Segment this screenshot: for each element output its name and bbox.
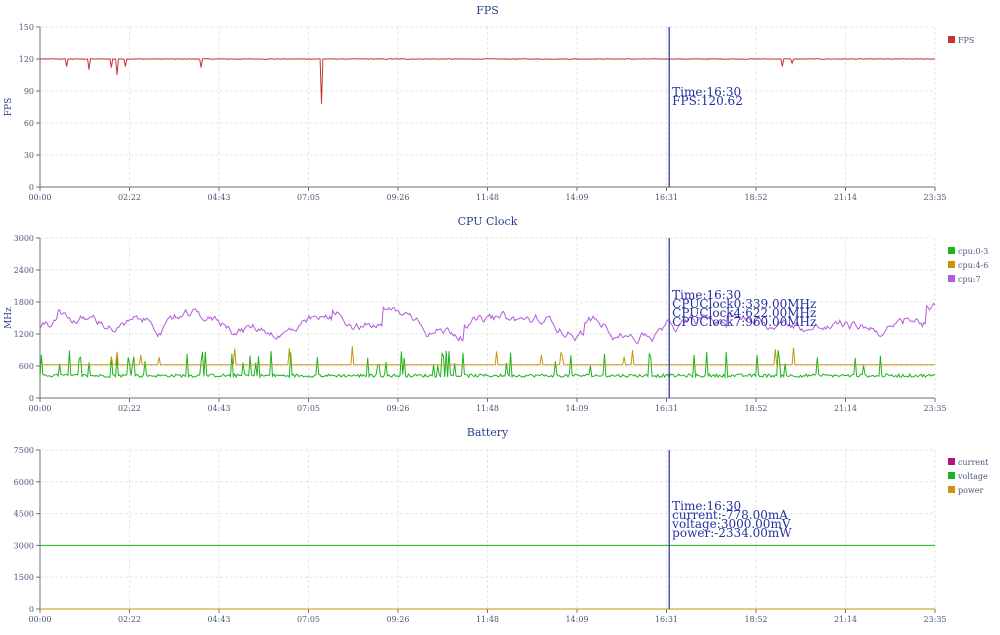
x-tick-label: 07:05	[297, 615, 320, 624]
chart-title: FPS	[476, 4, 499, 17]
x-tick-label: 11:48	[476, 193, 499, 202]
x-tick-label: 14:09	[565, 615, 588, 624]
x-tick-label: 00:00	[28, 404, 51, 413]
y-tick-label: 3000	[14, 541, 34, 550]
x-tick-label: 18:52	[744, 193, 767, 202]
legend-label: FPS	[958, 36, 974, 45]
series-line-cpu:0-3	[39, 350, 936, 380]
legend-label: voltage	[957, 472, 988, 481]
y-tick-label: 2400	[14, 266, 34, 275]
x-tick-label: 02:22	[118, 404, 141, 413]
y-tick-label: 120	[19, 55, 34, 64]
x-tick-label: 23:35	[923, 615, 946, 624]
x-tick-label: 09:26	[386, 193, 409, 202]
y-axis-label: MHz	[4, 307, 14, 329]
y-tick-label: 0	[29, 605, 34, 614]
y-tick-label: 6000	[14, 478, 34, 487]
y-tick-label: 1800	[14, 298, 34, 307]
x-tick-label: 09:26	[386, 615, 409, 624]
x-tick-label: 04:43	[207, 193, 230, 202]
legend-swatch	[948, 275, 955, 282]
y-tick-label: 0	[29, 183, 34, 192]
legend-swatch	[948, 472, 955, 479]
y-axis-label: FPS	[4, 98, 14, 116]
x-tick-label: 16:31	[655, 615, 678, 624]
x-tick-label: 02:22	[118, 193, 141, 202]
y-tick-label: 60	[24, 119, 34, 128]
x-tick-label: 14:09	[565, 404, 588, 413]
y-tick-label: 0	[29, 394, 34, 403]
legend-label: cpu:0-3	[958, 247, 988, 256]
cursor-readout: FPS:120.62	[672, 94, 743, 108]
cursor-readout: power:-2334.00mW	[672, 526, 792, 540]
chart-title: Battery	[467, 426, 509, 439]
cursor-readout: CPUClock4:622.00MHz	[672, 306, 816, 320]
x-tick-label: 07:05	[297, 404, 320, 413]
chart-2: Battery 0 1500 3000 4500 6000 7500 00:00 02:22 04…	[14, 426, 990, 624]
x-tick-label: 00:00	[28, 615, 51, 624]
x-tick-label: 21:14	[834, 193, 857, 202]
x-tick-label: 21:14	[834, 404, 857, 413]
y-tick-label: 1500	[14, 573, 34, 582]
legend-swatch	[948, 458, 955, 465]
x-tick-label: 07:05	[297, 193, 320, 202]
legend-label: cpu:4-6	[958, 261, 988, 270]
x-tick-label: 04:43	[207, 404, 230, 413]
x-tick-label: 09:26	[386, 404, 409, 413]
y-tick-label: 150	[19, 23, 34, 32]
x-tick-label: 23:35	[923, 193, 946, 202]
x-tick-label: 18:52	[744, 615, 767, 624]
series-line-cpu:4-6	[40, 346, 935, 366]
x-tick-label: 02:22	[118, 615, 141, 624]
legend-swatch	[948, 36, 955, 43]
x-tick-label: 16:31	[655, 404, 678, 413]
chart-title: CPU Clock	[458, 215, 518, 228]
cursor-readout: Time:16:30	[672, 499, 741, 513]
series-line-cpu:7	[39, 302, 936, 344]
x-tick-label: 18:52	[744, 404, 767, 413]
legend-label: current	[958, 458, 989, 467]
y-tick-label: 7500	[14, 446, 34, 455]
cursor-readout: current:-778.00mA	[672, 508, 788, 522]
cursor-readout: CPUClock0:339.00MHz	[672, 297, 816, 311]
y-tick-label: 30	[24, 151, 34, 160]
y-tick-label: 90	[24, 87, 34, 96]
y-tick-label: 1200	[14, 330, 34, 339]
chart-1: CPU Clock MHz 0 600 1200 1800 2400 3000 00:00 02:…	[4, 215, 988, 413]
x-tick-label: 00:00	[28, 193, 51, 202]
x-tick-label: 11:48	[476, 615, 499, 624]
series-line-FPS	[39, 58, 936, 104]
cursor-readout: Time:16:30	[672, 85, 741, 99]
cursor-readout: Time:16:30	[672, 288, 741, 302]
legend-swatch	[948, 486, 955, 493]
cursor-readout: CPUClock7:960.00MHz	[672, 315, 816, 329]
y-tick-label: 600	[19, 362, 34, 371]
y-tick-label: 3000	[14, 234, 34, 243]
chart-0: FPS FPS 0 30 60 90 120 150 00:00 02:22 04:43 07:05 0…	[4, 4, 974, 202]
legend-swatch	[948, 247, 955, 254]
x-tick-label: 21:14	[834, 615, 857, 624]
legend-swatch	[948, 261, 955, 268]
cursor-readout: voltage:3000.00mV	[671, 517, 791, 531]
x-tick-label: 14:09	[565, 193, 588, 202]
y-tick-label: 4500	[14, 510, 34, 519]
x-tick-label: 16:31	[655, 193, 678, 202]
legend-label: cpu:7	[958, 275, 981, 284]
x-tick-label: 23:35	[923, 404, 946, 413]
x-tick-label: 11:48	[476, 404, 499, 413]
legend-label: power	[958, 486, 984, 495]
x-tick-label: 04:43	[207, 615, 230, 624]
